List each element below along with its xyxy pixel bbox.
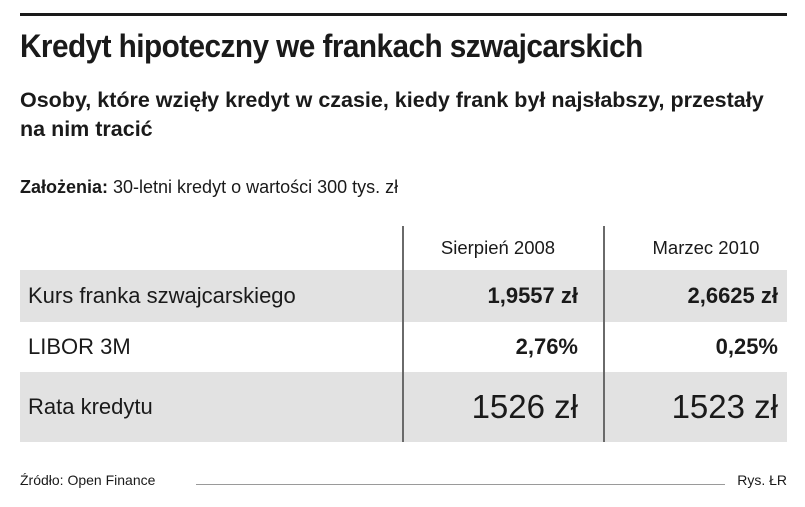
table-cell: 2,6625 zł: [687, 283, 778, 308]
source-note: Źródło: Open Finance: [20, 472, 156, 488]
table-header-row: Sierpień 2008 Marzec 2010: [20, 226, 787, 270]
footer-rule: [196, 484, 725, 485]
assumptions-label: Założenia:: [20, 177, 109, 197]
table-cell: 1,9557 zł: [487, 283, 578, 308]
table-row: LIBOR 3M 2,76% 0,25%: [20, 322, 787, 372]
column-header-marzec-2010: Marzec 2010: [652, 237, 760, 258]
column-divider: [402, 226, 404, 442]
footer: Źródło: Open Finance Rys. ŁR: [20, 472, 787, 490]
credit-note: Rys. ŁR: [737, 472, 787, 488]
page-title: Kredyt hipoteczny we frankach szwajcarsk…: [20, 28, 643, 64]
row-label-libor: LIBOR 3M: [28, 334, 131, 359]
row-label-rata-kredytu: Rata kredytu: [28, 394, 153, 419]
table-cell: 2,76%: [515, 334, 578, 359]
top-rule: [20, 13, 787, 16]
assumptions: Założenia: 30-letni kredyt o wartości 30…: [20, 177, 398, 198]
column-header-sierpien-2008: Sierpień 2008: [440, 237, 556, 258]
assumptions-text: 30-letni kredyt o wartości 300 tys. zł: [108, 177, 399, 197]
table-cell: 0,25%: [715, 334, 778, 359]
table-cell: 1523 zł: [671, 388, 778, 425]
row-label-kurs-franka: Kurs franka szwajcarskiego: [28, 283, 296, 308]
column-divider: [603, 226, 605, 442]
table-cell: 1526 zł: [471, 388, 578, 425]
page-subtitle: Osoby, które wzięły kredyt w czasie, kie…: [20, 88, 764, 141]
